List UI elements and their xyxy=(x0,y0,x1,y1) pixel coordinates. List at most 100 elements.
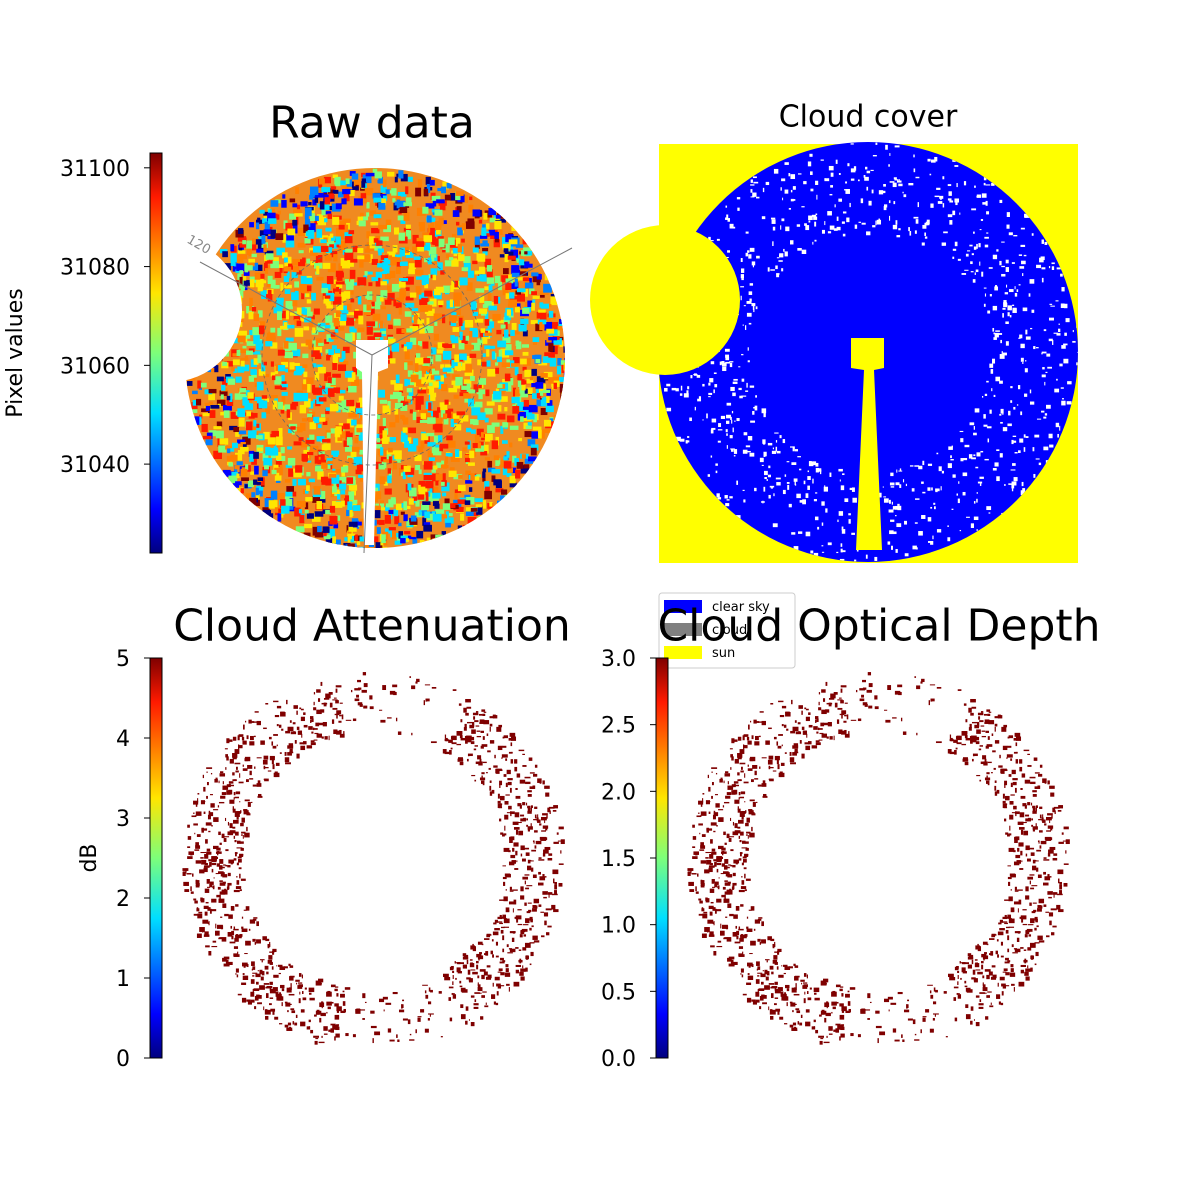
speck xyxy=(234,937,239,942)
pixel xyxy=(388,456,392,464)
speck xyxy=(961,967,966,973)
pixel xyxy=(314,346,323,353)
pixel xyxy=(488,229,496,236)
cloud-speck xyxy=(731,226,736,229)
pixel xyxy=(444,399,449,405)
speck xyxy=(308,726,313,730)
cloud-speck xyxy=(987,310,991,314)
speck xyxy=(339,702,343,704)
speck xyxy=(512,931,516,934)
pixel xyxy=(544,321,553,331)
cloud-speck xyxy=(912,545,917,550)
speck xyxy=(334,1014,340,1020)
pixel xyxy=(461,267,469,272)
speck xyxy=(203,865,210,868)
cloud-speck xyxy=(814,516,819,521)
cloud-speck xyxy=(709,378,714,383)
pixel xyxy=(267,212,276,222)
speck xyxy=(234,762,241,765)
pixel xyxy=(438,380,444,389)
pixel xyxy=(504,322,508,330)
cloud-speck xyxy=(770,217,776,220)
pixel xyxy=(247,430,257,439)
speck xyxy=(533,840,535,844)
pixel xyxy=(441,186,447,194)
speck xyxy=(767,759,773,765)
speck xyxy=(527,902,532,904)
speck xyxy=(543,896,547,899)
pixel xyxy=(289,213,297,220)
speck xyxy=(250,735,254,741)
cloud-speck xyxy=(1023,254,1027,257)
pixel xyxy=(384,299,392,305)
pixel xyxy=(272,213,280,220)
speck xyxy=(515,829,519,835)
pixel xyxy=(412,246,421,254)
speck xyxy=(523,934,527,937)
speck xyxy=(271,741,274,746)
cloud-speck xyxy=(776,257,780,259)
pixel xyxy=(426,370,431,375)
pixel xyxy=(476,428,484,437)
pixel xyxy=(381,198,387,206)
speck xyxy=(331,719,335,724)
pixel xyxy=(309,186,319,196)
pixel xyxy=(388,338,396,344)
speck xyxy=(222,957,227,962)
cloud-speck xyxy=(949,220,953,225)
pixel xyxy=(270,342,278,349)
cloud-speck xyxy=(963,181,967,186)
pixel xyxy=(515,389,520,397)
pixel xyxy=(286,234,294,241)
pixel xyxy=(343,291,351,299)
pixel xyxy=(251,253,257,258)
cloud-speck xyxy=(761,216,766,220)
speck xyxy=(501,754,508,758)
pixel xyxy=(214,365,219,373)
speck xyxy=(470,969,476,971)
pixel xyxy=(403,514,408,522)
speck xyxy=(724,842,727,845)
pixel xyxy=(280,447,285,454)
speck xyxy=(248,719,252,724)
pixel xyxy=(306,472,311,477)
pixel xyxy=(464,364,473,373)
cloud-speck xyxy=(927,158,931,162)
speck xyxy=(538,882,544,886)
pixel xyxy=(399,396,405,401)
pixel xyxy=(242,397,251,406)
pixel xyxy=(452,247,459,254)
speck xyxy=(300,745,306,751)
speck xyxy=(474,999,477,1003)
pixel xyxy=(444,194,452,201)
speck xyxy=(477,982,479,986)
cloud-speck xyxy=(996,249,999,252)
speck xyxy=(369,706,374,710)
speck xyxy=(235,886,242,890)
pixel xyxy=(417,319,425,325)
pixel xyxy=(348,385,357,393)
speck xyxy=(920,1029,922,1034)
speck xyxy=(510,854,516,859)
speck xyxy=(713,921,715,926)
cloud-speck xyxy=(956,183,958,188)
speck xyxy=(479,719,485,723)
pixel xyxy=(431,446,436,454)
cloud-speck xyxy=(973,426,975,430)
speck xyxy=(519,934,523,938)
pixel xyxy=(450,192,458,201)
pixel xyxy=(489,502,493,507)
pixel xyxy=(247,262,255,267)
pixel xyxy=(308,344,315,350)
speck xyxy=(529,963,532,966)
cloud-speck xyxy=(1004,484,1006,486)
pixel xyxy=(257,354,262,364)
speck xyxy=(472,971,478,975)
pixel xyxy=(356,424,365,432)
speck xyxy=(544,785,550,789)
pixel xyxy=(517,380,522,388)
pixel xyxy=(269,447,279,456)
pixel xyxy=(268,218,277,224)
speck xyxy=(451,993,455,995)
cloud-speck xyxy=(1005,259,1009,264)
